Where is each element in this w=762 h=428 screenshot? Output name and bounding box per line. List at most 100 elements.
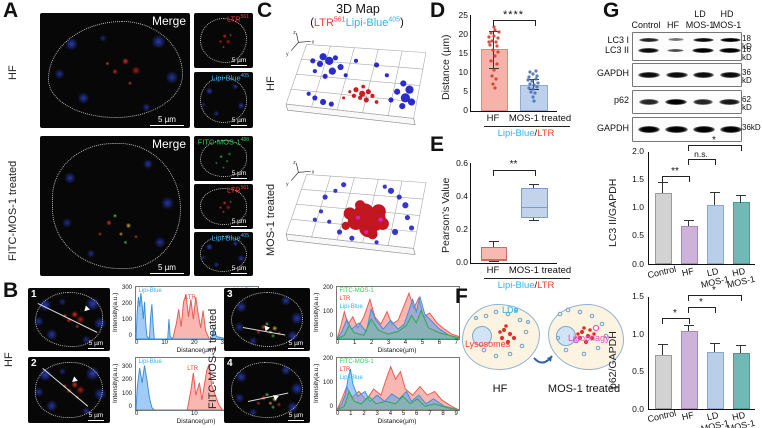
- image-number: 4: [227, 358, 233, 369]
- band: [639, 99, 659, 105]
- panel-c-row1-label: HF: [265, 76, 277, 92]
- x-axis-label: Distance(µm): [377, 418, 417, 425]
- bar-hd: [732, 202, 750, 264]
- subtitle-lipi: Lipi-Blue405: [345, 16, 401, 29]
- median-mos: [522, 207, 547, 209]
- fitc-tag: FITC-MOS-1488: [197, 137, 249, 147]
- y-ticks: 200 100 0: [322, 356, 333, 410]
- cell-outline: [230, 361, 304, 419]
- p62-bracket-1: [662, 318, 690, 324]
- legend-fitc: FITC-MOS-1: [339, 359, 374, 366]
- svg-text:x: x: [312, 169, 315, 175]
- d-group-label: Lipi-Blue/LTR: [497, 128, 555, 139]
- band: [665, 126, 688, 133]
- band: [693, 99, 713, 105]
- band: [720, 72, 741, 78]
- panel-g-label: G: [603, 0, 620, 22]
- band: [719, 99, 740, 105]
- svg-text:z: z: [293, 160, 296, 166]
- ltr-tag: LTR561: [227, 185, 249, 195]
- legend-ltr: LTR: [187, 366, 199, 373]
- scale-bar: 5 µm: [231, 218, 247, 227]
- nucleus-mos: [556, 326, 576, 346]
- profile-chart-3: Intensity(a.u.) 200 100 0 FITC-MOS-1 LTR L…: [313, 285, 460, 355]
- blot-label-gapdh-2: GAPDH: [596, 123, 629, 133]
- y-axis-label: Intensity(a.u.): [313, 292, 320, 332]
- d-xlabel-mos: MOS-1 treated: [508, 113, 572, 124]
- error-control: [658, 344, 668, 355]
- cell-mos-caption: MOS-1 treated: [547, 383, 621, 395]
- panel-b-right-label: FITC-MOS-1 treated: [207, 308, 219, 410]
- cell-outline: [230, 292, 304, 347]
- profile-curves: [337, 365, 459, 410]
- merge-tag: Merge: [151, 137, 186, 151]
- scale-bar: 5 µm: [231, 265, 247, 274]
- cell-outline: [34, 292, 104, 347]
- micro-thumb-lipiblue-hf: Lipi-Blue405 5 µm: [194, 72, 253, 128]
- lipiblue-tag: Lipi-Blue405: [211, 73, 249, 83]
- nucleus-hf: [472, 326, 492, 346]
- lipiblue-tag: Lipi-Blue405: [211, 233, 249, 243]
- colocalization-spots: [356, 215, 383, 235]
- d-sig-label: ****: [502, 9, 525, 21]
- scale-bar: 5 µm: [288, 412, 304, 421]
- micro-b3: 3 5 µm: [224, 288, 310, 351]
- band: [720, 37, 741, 42]
- error-hf: [684, 219, 694, 226]
- image-number: 1: [31, 289, 37, 300]
- lc3-sig-3: *: [712, 135, 716, 146]
- kd-62: 62 kD: [742, 95, 752, 112]
- micro-b2: 2 5 µm: [28, 357, 110, 423]
- e-sig-bracket: [493, 170, 536, 176]
- legend-ltr: LTR: [184, 295, 196, 302]
- blot-p62: [632, 90, 742, 114]
- blot-gapdh-1: [632, 63, 742, 87]
- panel-b-label: B: [3, 279, 19, 302]
- lc3-y-axis-label: LC3 II/GAPDH: [607, 178, 619, 248]
- lc3-plot-area: [648, 152, 755, 265]
- e-group-underline: [484, 278, 570, 279]
- panel-a-row2-label: FITC-MOS-1 treated: [7, 160, 19, 261]
- error-ld: [710, 343, 720, 353]
- micro-thumb-fitc-mos: FITC-MOS-1488 5 µm: [194, 136, 253, 181]
- y-ticks: 200 100 0: [322, 285, 333, 339]
- cell-outline: [199, 140, 248, 177]
- band: [638, 48, 659, 53]
- legend-fitc: FITC-MOS-1: [339, 288, 374, 295]
- lc3-sig-2: n.s.: [694, 149, 708, 159]
- svg-text:y: y: [286, 182, 289, 188]
- cell-outline: [199, 235, 248, 273]
- cell-outline: [199, 17, 248, 64]
- micro-thumb-ltr-hf: LTR561 5 µm: [194, 13, 253, 68]
- d-sig-bracket: [493, 20, 536, 26]
- p62-bracket-3: [688, 295, 742, 301]
- p62-y-axis-label: p62/GAPDH: [607, 331, 619, 389]
- micro-thumb-lipiblue-mos: Lipi-Blue405 5 µm: [194, 232, 253, 276]
- panel-c-label: C: [257, 0, 273, 22]
- legend-lipiblue: Lipi-Blue: [138, 288, 162, 295]
- band: [693, 126, 715, 133]
- micro-b4: 4 5 µm: [224, 357, 310, 423]
- error-control: [658, 182, 668, 193]
- scale-bar: 5 µm: [150, 263, 184, 274]
- kd-36b: 36kD: [742, 123, 761, 132]
- band: [693, 72, 714, 78]
- p62-sig-1: *: [673, 308, 677, 319]
- panel-a-row1-label: HF: [7, 65, 19, 81]
- error-hf: [684, 325, 694, 332]
- lipophagy-label: Lipophagy: [568, 333, 610, 343]
- axis-triad: x z y: [286, 30, 315, 58]
- e-plot-area: [470, 163, 557, 264]
- plot-area: FITC-MOS-1 LTR Lipi-Blue: [336, 357, 460, 411]
- organelle-dots: [474, 307, 609, 364]
- merge-tag: Merge: [151, 14, 186, 28]
- map3d-mos: x z y: [285, 160, 427, 255]
- x-axis-label: Distance(µm): [176, 418, 216, 425]
- kd-36a: 36 kD: [742, 68, 752, 85]
- d-xlabel-hf: HF: [486, 113, 500, 124]
- lds-label: LDs: [502, 305, 519, 315]
- scale-bar: 5 µm: [231, 117, 247, 126]
- band: [639, 38, 659, 42]
